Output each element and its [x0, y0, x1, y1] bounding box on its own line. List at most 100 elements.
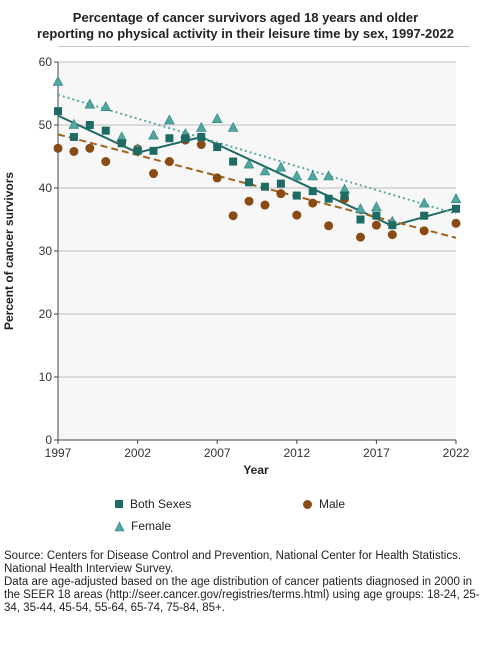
legend-label-both-sexes: Both Sexes: [130, 497, 192, 511]
source-citation: Source: Centers for Disease Control and …: [4, 550, 462, 575]
point-both-sexes-2002: [133, 146, 142, 155]
point-female-2020: [418, 197, 430, 208]
point-female-2011: [275, 161, 287, 172]
x-tick-label-0: 1997: [45, 446, 72, 460]
x-tick-label-4: 2017: [363, 446, 390, 460]
point-female-1998: [68, 118, 80, 129]
x-tick-label-2: 2007: [204, 446, 231, 460]
point-male-2003: [149, 169, 159, 179]
point-female-2014: [323, 170, 334, 181]
point-male-2016: [355, 232, 365, 242]
point-both-sexes-2011: [276, 179, 285, 188]
legend-item-female: Female: [114, 519, 171, 533]
point-female-1997: [52, 75, 64, 86]
point-male-2022: [451, 218, 461, 228]
point-female-2016: [355, 203, 366, 214]
trend-line-male: [57, 133, 457, 239]
grid-lines: [58, 61, 456, 378]
point-female-2012: [291, 170, 303, 181]
legend-item-male: Male: [302, 497, 345, 511]
point-both-sexes-2017: [372, 211, 381, 220]
point-male-2018: [387, 230, 397, 240]
x-tick-label-1: 2002: [124, 446, 151, 460]
point-both-sexes-2012: [292, 191, 301, 200]
point-male-2012: [292, 210, 302, 220]
x-tick-label-3: 2012: [283, 446, 310, 460]
point-both-sexes-2014: [324, 194, 333, 203]
point-female-2007: [211, 113, 223, 123]
point-female-2008: [227, 121, 239, 132]
y-tick-label-3: 30: [39, 244, 53, 258]
point-female-2022: [450, 193, 462, 203]
point-female-1999: [84, 98, 96, 109]
triangle-marker-icon: [114, 520, 125, 531]
point-male-2008: [228, 211, 238, 221]
legend-label-male: Male: [319, 497, 346, 511]
point-male-2017: [371, 220, 381, 230]
point-male-2013: [308, 198, 318, 208]
point-male-1999: [85, 143, 95, 153]
point-both-sexes-2020: [420, 211, 429, 220]
point-male-2004: [164, 157, 174, 167]
chart-title-line-2: reporting no physical activity in their …: [37, 26, 454, 41]
point-male-2000: [101, 157, 111, 167]
point-female-2004: [164, 114, 175, 125]
title-divider: [58, 46, 470, 47]
x-axis-label: Year: [243, 463, 269, 477]
point-female-2000: [100, 101, 112, 111]
point-both-sexes-2000: [101, 126, 110, 135]
data-points: [52, 75, 462, 242]
point-both-sexes-2010: [260, 182, 269, 191]
point-both-sexes-2005: [181, 134, 190, 143]
point-both-sexes-2006: [197, 132, 206, 141]
chart-title: Percentage of cancer survivors aged 18 y…: [0, 10, 491, 42]
point-both-sexes-2018: [388, 221, 397, 230]
square-marker-icon: [115, 500, 123, 508]
y-tick-label-2: 20: [39, 307, 53, 321]
point-male-2007: [212, 173, 222, 183]
point-male-2006: [196, 140, 206, 150]
point-both-sexes-2013: [308, 187, 317, 196]
circle-marker-icon: [303, 499, 312, 509]
point-both-sexes-2001: [117, 139, 126, 148]
y-tick-label-5: 50: [39, 118, 53, 132]
point-both-sexes-2022: [452, 204, 460, 213]
trend-line-female: [57, 93, 457, 215]
point-both-sexes-1999: [85, 121, 94, 129]
y-axis-label: Percent of cancer survivors: [2, 172, 16, 330]
point-male-1998: [69, 146, 79, 156]
legend-item-both-sexes: Both Sexes: [114, 497, 191, 511]
point-both-sexes-2015: [340, 191, 349, 200]
point-male-1997: [53, 143, 63, 153]
point-both-sexes-2008: [229, 157, 238, 166]
y-tick-label-0: 0: [45, 433, 52, 447]
point-both-sexes-2004: [165, 134, 174, 143]
point-both-sexes-2007: [213, 143, 222, 152]
point-female-2017: [371, 201, 382, 212]
point-male-2011: [276, 189, 286, 199]
point-female-2013: [307, 170, 318, 181]
methodology-note: Data are age-adjusted based on the age d…: [4, 576, 480, 614]
point-male-2020: [419, 226, 429, 236]
point-both-sexes-1997: [54, 107, 62, 116]
point-female-2009: [243, 158, 255, 169]
point-both-sexes-2003: [149, 146, 158, 155]
point-male-2009: [244, 196, 254, 206]
point-female-2006: [195, 121, 207, 132]
point-female-2010: [259, 165, 271, 176]
x-tick-label-5: 2022: [443, 446, 470, 460]
point-both-sexes-1998: [69, 132, 78, 141]
chart-title-line-1: Percentage of cancer survivors aged 18 y…: [72, 10, 419, 25]
y-tick-label-6: 60: [39, 55, 53, 69]
point-both-sexes-2016: [356, 215, 365, 224]
axes: 0 10 20 30 40 50 60 1997 2002 2007 2012 2017 2022: [39, 55, 470, 460]
y-tick-label-4: 40: [39, 181, 53, 195]
point-both-sexes-2009: [245, 178, 254, 187]
y-tick-label-1: 10: [39, 370, 53, 384]
point-female-2003: [148, 129, 159, 140]
legend-label-female: Female: [131, 519, 172, 533]
point-male-2010: [260, 200, 270, 210]
source-note: Source: Centers for Disease Control and …: [4, 550, 488, 615]
point-male-2014: [324, 221, 334, 231]
